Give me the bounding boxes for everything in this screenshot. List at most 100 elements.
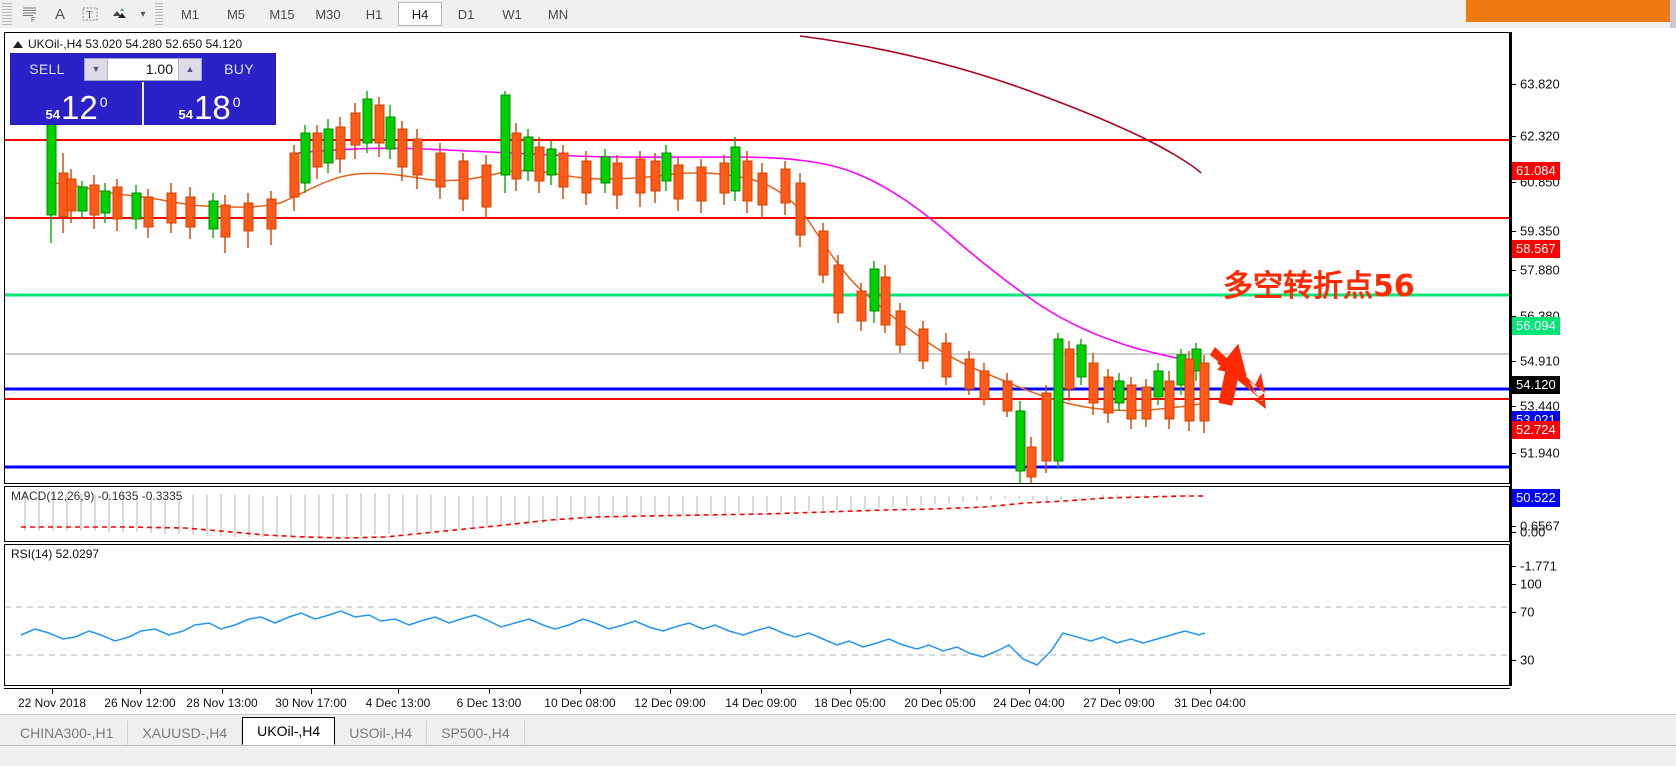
price-badge-58567[interactable]: 58.567 — [1512, 240, 1560, 258]
time-axis-label: 31 Dec 04:00 — [1174, 696, 1246, 710]
time-axis-label: 10 Dec 08:00 — [544, 696, 616, 710]
ma-long-line — [799, 35, 1202, 174]
price-scale-label: 51.940 — [1520, 445, 1560, 461]
price-tick-7 — [1510, 406, 1516, 407]
timeframe-button-w1[interactable]: W1 — [502, 6, 522, 22]
time-tick-11 — [1029, 689, 1030, 694]
sell-price[interactable]: 54 12 0 — [11, 82, 142, 125]
svg-text:F: F — [31, 17, 35, 23]
time-axis-label: 4 Dec 13:00 — [365, 696, 431, 710]
timeframe-button-d1[interactable]: D1 — [457, 6, 475, 22]
candle-series — [46, 91, 1210, 483]
time-tick-13 — [1210, 689, 1211, 694]
macd-tick-2 — [1510, 566, 1516, 567]
price-badge-50522[interactable]: 50.522 — [1512, 489, 1560, 507]
time-axis-label: 28 Nov 13:00 — [186, 696, 258, 710]
time-tick-9 — [850, 689, 851, 694]
macd-scale-label: -1.771 — [1520, 558, 1557, 574]
rsi-scale-label: 100 — [1520, 576, 1542, 592]
price-plot — [5, 33, 1509, 483]
price-badge-61084[interactable]: 61.084 — [1512, 162, 1560, 180]
time-tick-6 — [580, 689, 581, 694]
price-tick-1 — [1510, 136, 1516, 137]
macd-panel[interactable]: MACD(12,26,9) -0.1635 -0.3335 — [4, 486, 1510, 542]
one-click-trading-panel[interactable]: SELL ▼ 1.00 ▲ BUY 54 12 0 54 — [10, 53, 276, 125]
timeframe-button-m30[interactable]: M30 — [315, 6, 341, 22]
time-axis-label: 6 Dec 13:00 — [456, 696, 522, 710]
price-scale-label: 54.910 — [1520, 353, 1560, 369]
time-tick-4 — [398, 689, 399, 694]
volume-increment-button[interactable]: ▲ — [178, 58, 201, 80]
price-scale-label: 63.820 — [1520, 76, 1560, 92]
sell-price-dec: 12 — [60, 89, 98, 126]
time-tick-5 — [489, 689, 490, 694]
macd-scale-label: 0.00 — [1520, 524, 1546, 540]
time-axis-label: 14 Dec 09:00 — [725, 696, 797, 710]
timeframe-button-m15[interactable]: M15 — [269, 6, 295, 22]
oct-price-row: 54 12 0 54 18 0 — [11, 82, 275, 125]
chart-tab-bar: CHINA300-,H1 XAUUSD-,H4 UKOil-,H4 USOil-,H4… — [0, 714, 1676, 766]
rsi-panel[interactable]: RSI(14) 52.0297 — [4, 544, 1510, 686]
macd-tick-0 — [1510, 526, 1516, 527]
chart-tab-ukoilh4[interactable]: UKOil-,H4 — [242, 717, 336, 745]
price-chart-panel[interactable]: UKOil-,H4 53.020 54.280 52.650 54.120 SE… — [4, 32, 1510, 484]
sell-button[interactable]: SELL — [29, 61, 65, 77]
price-scale[interactable]: 63.820 62.320 60.850 59.350 57.880 56.380 54.9… — [1510, 32, 1672, 686]
time-tick-7 — [670, 689, 671, 694]
time-axis[interactable]: 22 Nov 2018 26 Nov 12:00 28 Nov 13:00 30 No… — [4, 688, 1510, 715]
chevron-down-icon[interactable]: ▾ — [140, 8, 146, 20]
macd-tick-1 — [1510, 532, 1516, 533]
toolbar-accent-bar — [1466, 0, 1676, 22]
time-tick-10 — [940, 689, 941, 694]
time-axis-label: 24 Dec 04:00 — [993, 696, 1065, 710]
volume-stepper[interactable]: ▼ 1.00 ▲ — [84, 57, 202, 81]
text-tool-icon[interactable]: A — [54, 5, 65, 23]
chart-tab-china300h1[interactable]: CHINA300-,H1 — [6, 721, 129, 745]
rsi-tick-0 — [1510, 584, 1516, 585]
chart-tab-xauusdh4[interactable]: XAUUSD-,H4 — [128, 721, 243, 745]
volume-decrement-button[interactable]: ▼ — [85, 58, 108, 80]
timeframe-button-h1[interactable]: H1 — [365, 6, 383, 22]
price-badge-54120[interactable]: 54.120 — [1512, 376, 1560, 394]
chart-tab-usoilh4[interactable]: USOil-,H4 — [335, 721, 428, 745]
ma-slow-line — [297, 147, 1206, 365]
price-badge-52724[interactable]: 52.724 — [1512, 421, 1560, 439]
volume-input[interactable]: 1.00 — [108, 58, 178, 80]
text-label-icon[interactable]: T — [75, 2, 105, 26]
time-tick-1 — [140, 689, 141, 694]
macd-label: MACD(12,26,9) -0.1635 -0.3335 — [11, 489, 183, 503]
price-tick-4 — [1510, 270, 1516, 271]
price-badge-56094[interactable]: 56.094 — [1512, 317, 1560, 335]
rsi-plot — [5, 545, 1509, 685]
objects-icon[interactable] — [105, 2, 135, 26]
chart-body: UKOil-,H4 53.020 54.280 52.650 54.120 SE… — [0, 28, 1676, 715]
symbol-header: UKOil-,H4 53.020 54.280 52.650 54.120 — [13, 37, 242, 51]
chart-tab-sp500h4[interactable]: SP500-,H4 — [427, 721, 525, 745]
timeframe-button-mn[interactable]: MN — [547, 6, 569, 22]
chart-tabs: CHINA300-,H1 XAUUSD-,H4 UKOil-,H4 USOil-,H4… — [6, 717, 525, 745]
price-scale-label: 57.880 — [1520, 262, 1560, 278]
toolbar-grip[interactable] — [2, 3, 12, 25]
collapse-triangle-icon[interactable] — [13, 40, 23, 48]
timeframe-button-m5[interactable]: M5 — [226, 6, 246, 22]
price-tick-5 — [1510, 316, 1516, 317]
price-scale-label: 59.350 — [1520, 223, 1560, 239]
sell-price-sup: 0 — [99, 94, 108, 110]
price-scale-label: 62.320 — [1520, 128, 1560, 144]
buy-price-sup: 0 — [232, 94, 241, 110]
price-tick-0 — [1510, 84, 1516, 85]
symbol-header-text: UKOil-,H4 53.020 54.280 52.650 54.120 — [28, 37, 243, 51]
forecast-arrows — [1210, 343, 1266, 409]
buy-price-dec: 18 — [193, 89, 231, 126]
timeframe-button-h4[interactable]: H4 — [398, 2, 442, 26]
status-bar — [0, 745, 1676, 766]
time-tick-0 — [52, 689, 53, 694]
oct-top-row: SELL ▼ 1.00 ▲ BUY — [11, 54, 275, 82]
buy-price[interactable]: 54 18 0 — [142, 82, 275, 125]
time-axis-label: 18 Dec 05:00 — [814, 696, 886, 710]
timeframe-button-m1[interactable]: M1 — [180, 6, 200, 22]
rsi-scale-label: 70 — [1520, 604, 1535, 620]
buy-button[interactable]: BUY — [224, 61, 254, 77]
indicator-list-icon[interactable]: F — [15, 2, 45, 26]
